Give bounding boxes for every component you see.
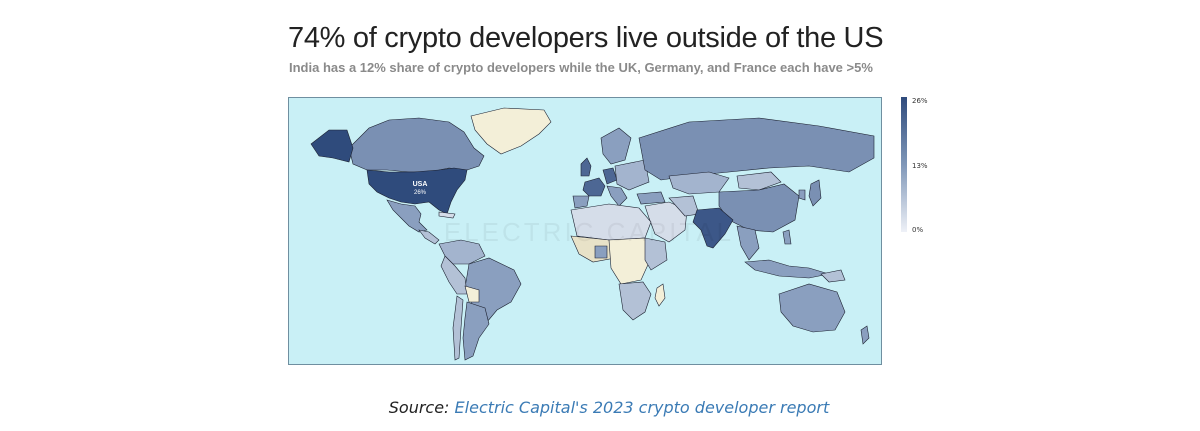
country-nigeria [594,245,608,259]
country-eastern-europe [614,159,650,191]
country-canada [348,117,485,173]
world-map-svg: ELECTRIC CAPITAL USA 26% [289,98,881,364]
country-madagascar [654,283,666,307]
country-chile [452,295,464,361]
country-east-africa [644,237,668,271]
country-mongolia [736,171,782,191]
country-southeast-asia [736,225,760,261]
chart-subtitle: India has a 12% share of crypto develope… [289,60,873,75]
country-alaska-usa [310,129,354,163]
country-turkey [636,191,666,205]
country-uk [580,157,592,177]
country-india [692,207,734,249]
country-greenland [470,107,552,155]
legend-colorbar [901,97,907,232]
chart-title: 74% of crypto developers live outside of… [288,22,884,54]
country-russia [638,117,875,181]
legend-min-label: 0% [912,226,924,234]
map-watermark: ELECTRIC CAPITAL [444,217,734,247]
legend-max-label: 26% [912,97,928,105]
country-spain [572,195,590,209]
country-italy-balkans [606,185,628,207]
country-philippines [782,229,792,245]
country-france [582,177,606,197]
country-north-africa [570,203,652,241]
source-prefix: Source: [388,398,450,417]
country-argentina [462,301,490,361]
country-southern-africa [618,281,652,321]
world-map: ELECTRIC CAPITAL USA 26% [288,97,882,365]
source-link[interactable]: Electric Capital's 2023 crypto developer… [454,398,830,417]
country-peru [440,255,468,295]
country-bolivia [464,285,480,303]
country-australia [778,283,846,333]
country-usa [366,167,468,215]
source-line: Source: Electric Capital's 2023 crypto d… [0,398,1200,417]
country-japan [808,179,822,207]
country-central-america [418,229,440,245]
usa-label: USA [413,181,428,188]
country-new-zealand [860,325,870,345]
country-scandinavia [600,127,632,165]
country-korea [798,189,806,201]
usa-value-label: 26% [414,190,427,196]
legend-mid-label: 13% [912,162,928,170]
country-cuba [438,211,456,219]
country-papua-new-guinea [820,269,846,283]
country-mexico [386,199,428,233]
